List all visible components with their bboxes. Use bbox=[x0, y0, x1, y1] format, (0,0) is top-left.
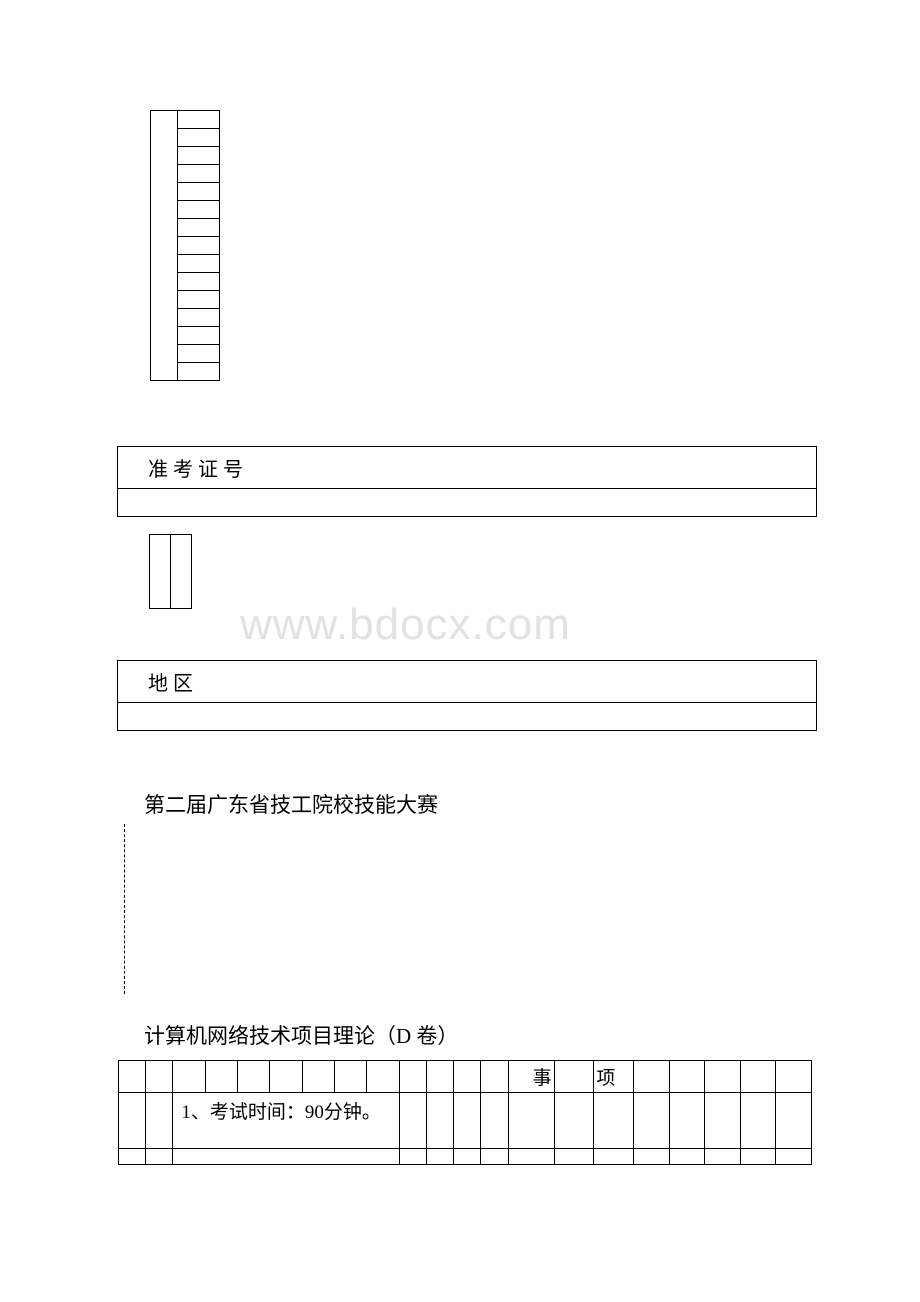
region-value[interactable] bbox=[118, 703, 817, 731]
exam-rule-text: 1、考试时间：90分钟。 bbox=[173, 1093, 399, 1149]
region-label: 地 区 bbox=[118, 661, 817, 703]
xiang-label: 项 bbox=[594, 1061, 634, 1093]
page-content: 准 考 证 号 www.bdocx.com 地 区 第二届广东省技工院校技能大赛… bbox=[0, 0, 920, 1302]
small-box-cell-2 bbox=[171, 535, 192, 609]
instructions-table: 事 项 1、考试时间：90分钟。 bbox=[118, 1060, 812, 1165]
exam-id-value[interactable] bbox=[118, 489, 817, 517]
top-grid-table bbox=[150, 110, 220, 381]
watermark-text: www.bdocx.com bbox=[240, 600, 571, 650]
dashed-separator bbox=[124, 824, 125, 994]
shi-label: 事 bbox=[508, 1061, 554, 1093]
exam-id-field: 准 考 证 号 bbox=[117, 446, 817, 517]
region-field: 地 区 bbox=[117, 660, 817, 731]
small-box-cell-1 bbox=[150, 535, 171, 609]
paper-title: 计算机网络技术项目理论（D 卷） bbox=[144, 1020, 458, 1050]
small-box bbox=[149, 534, 192, 609]
competition-title: 第二届广东省技工院校技能大赛 bbox=[144, 789, 438, 819]
exam-id-label: 准 考 证 号 bbox=[118, 447, 817, 489]
